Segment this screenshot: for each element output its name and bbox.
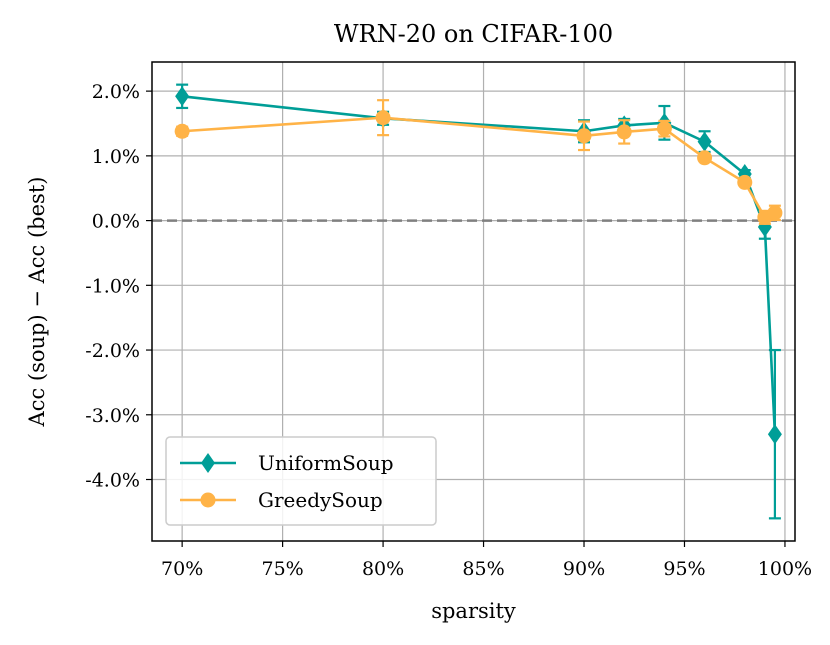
uniformsoup-point: [697, 131, 712, 152]
greedysoup-point: [697, 150, 713, 166]
series-layer: [174, 83, 783, 520]
y-tick-label: -1.0%: [85, 275, 140, 297]
y-tick-label: 2.0%: [92, 81, 140, 103]
greedysoup-point: [737, 174, 753, 190]
x-tick-label: 95%: [663, 558, 705, 580]
x-tick-label: 70%: [161, 558, 203, 580]
x-tick-label: 85%: [462, 558, 504, 580]
greedysoup-series: [174, 99, 783, 225]
legend: UniformSoup GreedySoup: [165, 436, 437, 526]
greedysoup-point: [616, 124, 632, 140]
chart-title: WRN-20 on CIFAR-100: [334, 20, 613, 48]
uniformsoup-line: [181, 95, 777, 435]
x-tick-label: 100%: [758, 558, 812, 580]
x-tick-label: 75%: [261, 558, 303, 580]
x-axis-title: sparsity: [431, 599, 516, 623]
y-tick-label: 1.0%: [92, 146, 140, 168]
y-tick-label: 0.0%: [92, 211, 140, 233]
x-tick-label: 80%: [362, 558, 404, 580]
greedysoup-point: [767, 205, 783, 221]
y-axis-title: Acc (soup) − Acc (best): [25, 177, 49, 428]
greedysoup-legend-label: GreedySoup: [258, 488, 383, 512]
uniformsoup-point: [175, 86, 190, 107]
y-tick-label: -4.0%: [85, 470, 140, 492]
greedysoup-point: [375, 110, 391, 126]
y-tick-label: -2.0%: [85, 340, 140, 362]
greedysoup-point: [656, 121, 672, 137]
x-tick-label: 90%: [563, 558, 605, 580]
legend-box: [165, 436, 437, 526]
uniformsoup-legend-label: UniformSoup: [258, 451, 394, 475]
ticks: 70% 75% 80% 85% 90% 95% 100% 2.0% 1.0% 0.0% -1.0% -…: [85, 81, 812, 580]
y-tick-label: -3.0%: [85, 405, 140, 427]
uniformsoup-legend-marker: [201, 453, 215, 473]
greedysoup-legend-marker: [200, 492, 216, 508]
greedysoup-point: [174, 123, 190, 139]
uniformsoup-point: [767, 424, 782, 445]
greedysoup-point: [576, 128, 592, 144]
axes-frame: [151, 61, 796, 542]
